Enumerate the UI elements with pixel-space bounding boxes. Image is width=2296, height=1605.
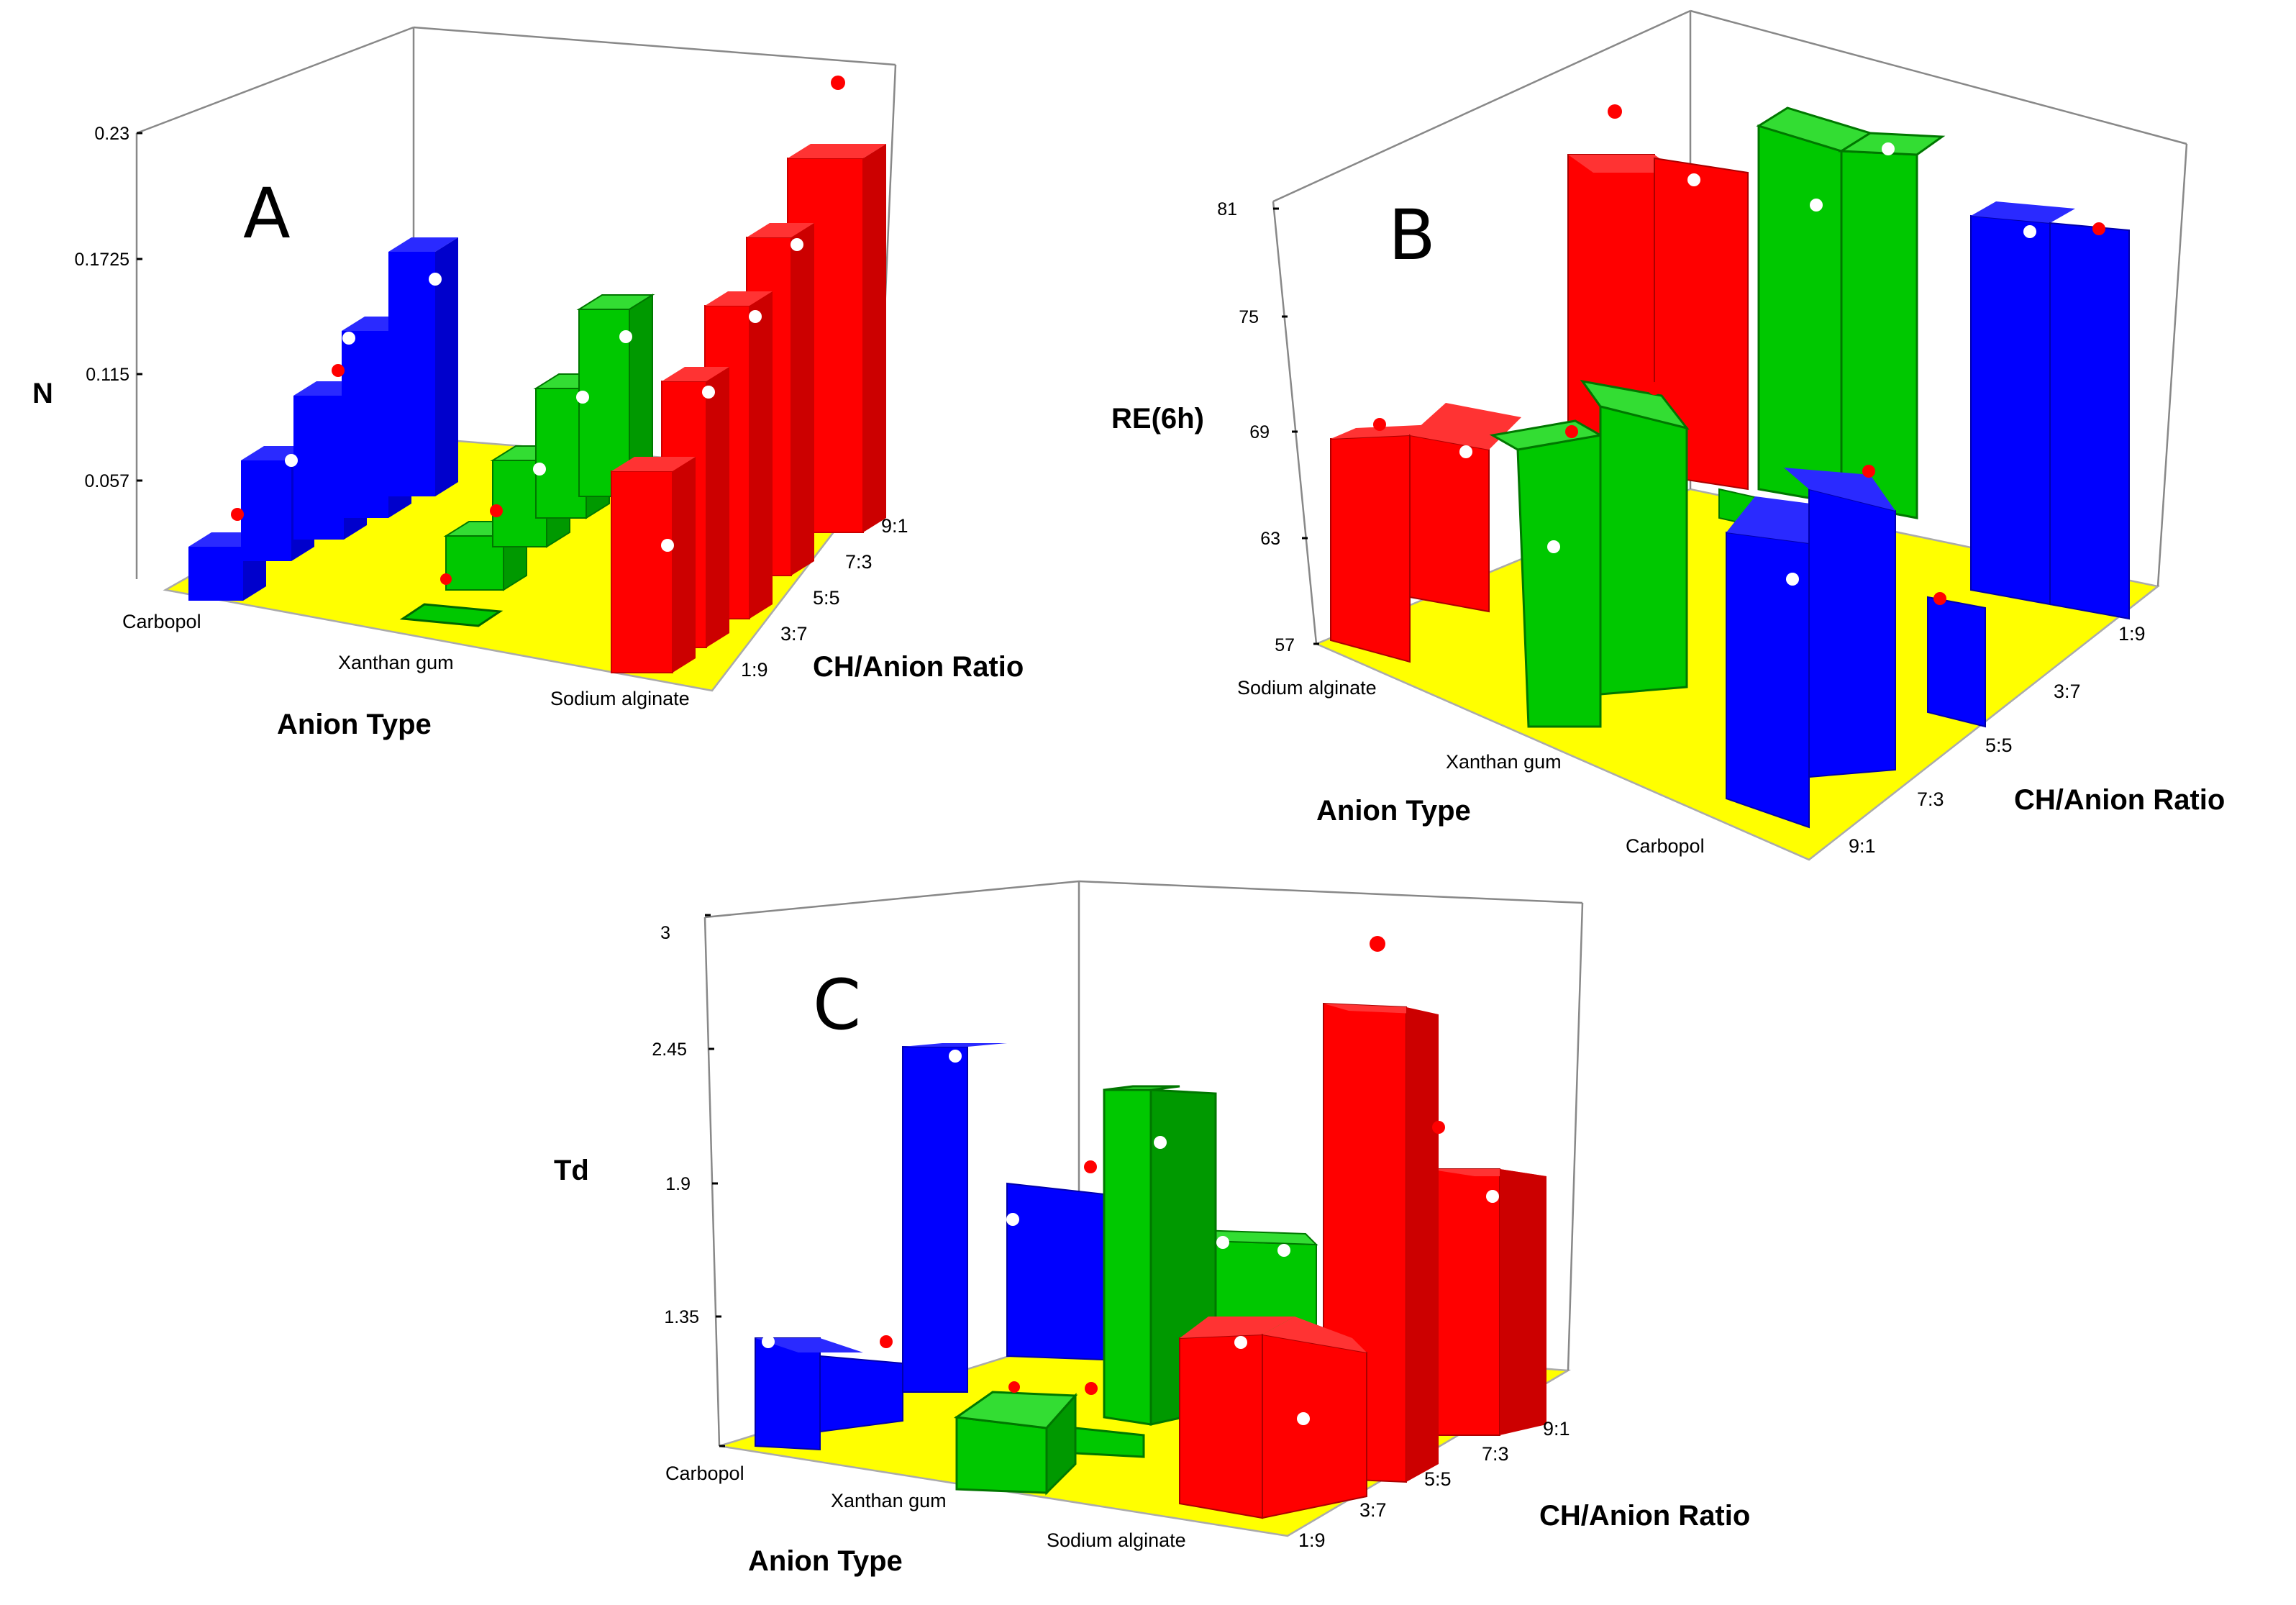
bar-c-alginate-1 <box>1179 1317 1295 1519</box>
panel-b-z-tick-label: 63 <box>1260 529 1280 549</box>
panel-a-bars-carbopol <box>188 237 458 601</box>
panel-b-markers <box>1373 104 2105 605</box>
panel-b-z-tick-label: 57 <box>1275 635 1295 655</box>
bar-b-alginate-2 <box>1409 403 1521 613</box>
bar-c-alginate-2 <box>1262 1317 1367 1519</box>
bar-b-alginate-1 <box>1330 424 1435 663</box>
bar-c-carbopol-3 <box>902 1043 1007 1393</box>
panel-b-x-category: Carbopol <box>1626 835 1705 857</box>
panel-b-x-axis-title: Anion Type <box>1316 795 1471 827</box>
bar-b-alginate-5 <box>1654 157 1749 491</box>
panel-a-z-tick-label: 0.057 <box>84 471 129 491</box>
panel-b-x-category: Sodium alginate <box>1237 677 1377 699</box>
panel-b-z-tick-label: 69 <box>1249 422 1270 442</box>
panel-c-z-axis-title: Td <box>554 1155 589 1186</box>
bar-c-xanthan-1 <box>953 1391 1078 1496</box>
bar-a-carbopol-5 <box>388 237 458 496</box>
panel-c-ratio-tick: 5:5 <box>1424 1468 1452 1490</box>
panel-c-ratio-tick: 7:3 <box>1482 1443 1509 1465</box>
panel-b: 57 63 69 75 81 B RE(6h) Sodium alginate … <box>1111 9 2225 861</box>
panel-a-z-axis-title: N <box>32 378 53 409</box>
bar-c-alginate-5 <box>1500 1169 1546 1435</box>
bar-c-carbopol-2 <box>819 1355 903 1433</box>
bar-a-xanthan-1 <box>399 603 504 627</box>
panel-c-z-tick-label: 3 <box>660 923 670 943</box>
panel-a-label: A <box>243 173 291 254</box>
panel-a-z-tick-label: 0.23 <box>94 124 129 144</box>
panel-a-x-category: Sodium alginate <box>550 688 690 709</box>
panel-c: 1.35 1.9 2.45 3 C Td Carbopol Xanthan gu… <box>554 880 1750 1577</box>
panel-c-z-tick-label: 1.9 <box>665 1174 691 1194</box>
panel-c-label: C <box>813 965 861 1045</box>
panel-b-label: B <box>1388 195 1436 276</box>
panel-a-markers <box>231 76 845 585</box>
panel-a-x-category: Carbopol <box>122 611 201 632</box>
bar-c-carbopol-1 <box>755 1337 863 1451</box>
panel-c-x-category: Xanthan gum <box>831 1490 947 1511</box>
panel-b-bars-front <box>1330 379 1896 829</box>
bar-c-alginate-3 <box>1323 1002 1439 1483</box>
panel-b-ratio-tick: 1:9 <box>2118 623 2146 645</box>
bar-a-xanthan-2 <box>443 520 529 591</box>
panel-a-z-tick-label: 0.115 <box>86 365 129 385</box>
panel-a-bars-xanthan <box>399 294 655 627</box>
bar-b-xanthan-2 <box>1580 379 1690 696</box>
bar-c-carbopol-4 <box>1006 1182 1105 1361</box>
panel-b-ratio-tick: 5:5 <box>1985 735 2013 756</box>
bar-b-carbopol-4 <box>1970 201 2075 606</box>
bar-b-carbopol-3 <box>1927 596 1986 728</box>
panel-a: 0.057 0.115 0.1725 0.23 A N Carbopol Xan… <box>32 26 1024 740</box>
panel-b-z-axis-title: RE(6h) <box>1111 403 1204 435</box>
panel-a-ratio-tick: 9:1 <box>881 515 908 537</box>
panel-a-z-tick-label: 0.1725 <box>75 250 129 270</box>
panel-c-x-category: Sodium alginate <box>1047 1529 1186 1551</box>
panel-b-z-tick-label: 75 <box>1239 307 1259 327</box>
bar-a-alginate-1 <box>611 457 696 673</box>
panel-b-z-tick-label: 81 <box>1217 199 1237 219</box>
panel-b-ratio-axis-title: CH/Anion Ratio <box>2014 784 2225 816</box>
panel-c-z-tick-label: 2.45 <box>652 1040 687 1060</box>
panel-c-markers <box>762 936 1499 1425</box>
panel-a-ratio-tick: 7:3 <box>845 551 873 573</box>
panel-b-z-ticks: 57 63 69 75 81 <box>1217 199 1319 655</box>
panel-a-x-category: Xanthan gum <box>338 652 454 673</box>
panel-b-ratio-tick: 7:3 <box>1917 788 1944 810</box>
panel-a-ratio-tick: 1:9 <box>741 659 768 681</box>
panel-a-bars-alginate <box>611 144 886 673</box>
panel-c-z-tick-label: 1.35 <box>664 1307 699 1327</box>
panel-c-ratio-tick: 1:9 <box>1298 1529 1326 1551</box>
panel-a-ratio-axis-title: CH/Anion Ratio <box>813 651 1024 683</box>
panel-b-x-category: Xanthan gum <box>1446 751 1562 773</box>
panel-a-ratio-tick: 3:7 <box>780 623 808 645</box>
panel-a-ratio-tick: 5:5 <box>813 587 840 609</box>
panel-c-x-category: Carbopol <box>665 1463 744 1484</box>
bar-b-carbopol-2 <box>1784 468 1896 778</box>
panel-c-ratio-axis-title: CH/Anion Ratio <box>1539 1500 1750 1532</box>
bar-c-xanthan-2 <box>1074 1427 1145 1458</box>
panel-a-x-axis-title: Anion Type <box>277 709 432 740</box>
panel-b-ratio-tick: 9:1 <box>1849 835 1876 857</box>
panel-b-bars-back <box>1567 106 2130 620</box>
panel-c-x-axis-title: Anion Type <box>748 1545 903 1577</box>
panel-c-ratio-tick: 3:7 <box>1359 1499 1387 1521</box>
bar-b-carbopol-5 <box>2049 222 2130 620</box>
panel-a-z-ticks: 0.057 0.115 0.1725 0.23 <box>75 124 142 491</box>
panel-c-bars-front <box>755 1317 1367 1519</box>
bar-b-xanthan-4 <box>1756 106 1873 505</box>
panel-c-z-ticks: 1.35 1.9 2.45 3 <box>652 914 725 1447</box>
panel-b-ratio-tick: 3:7 <box>2054 681 2081 702</box>
panel-c-ratio-tick: 9:1 <box>1543 1418 1570 1440</box>
